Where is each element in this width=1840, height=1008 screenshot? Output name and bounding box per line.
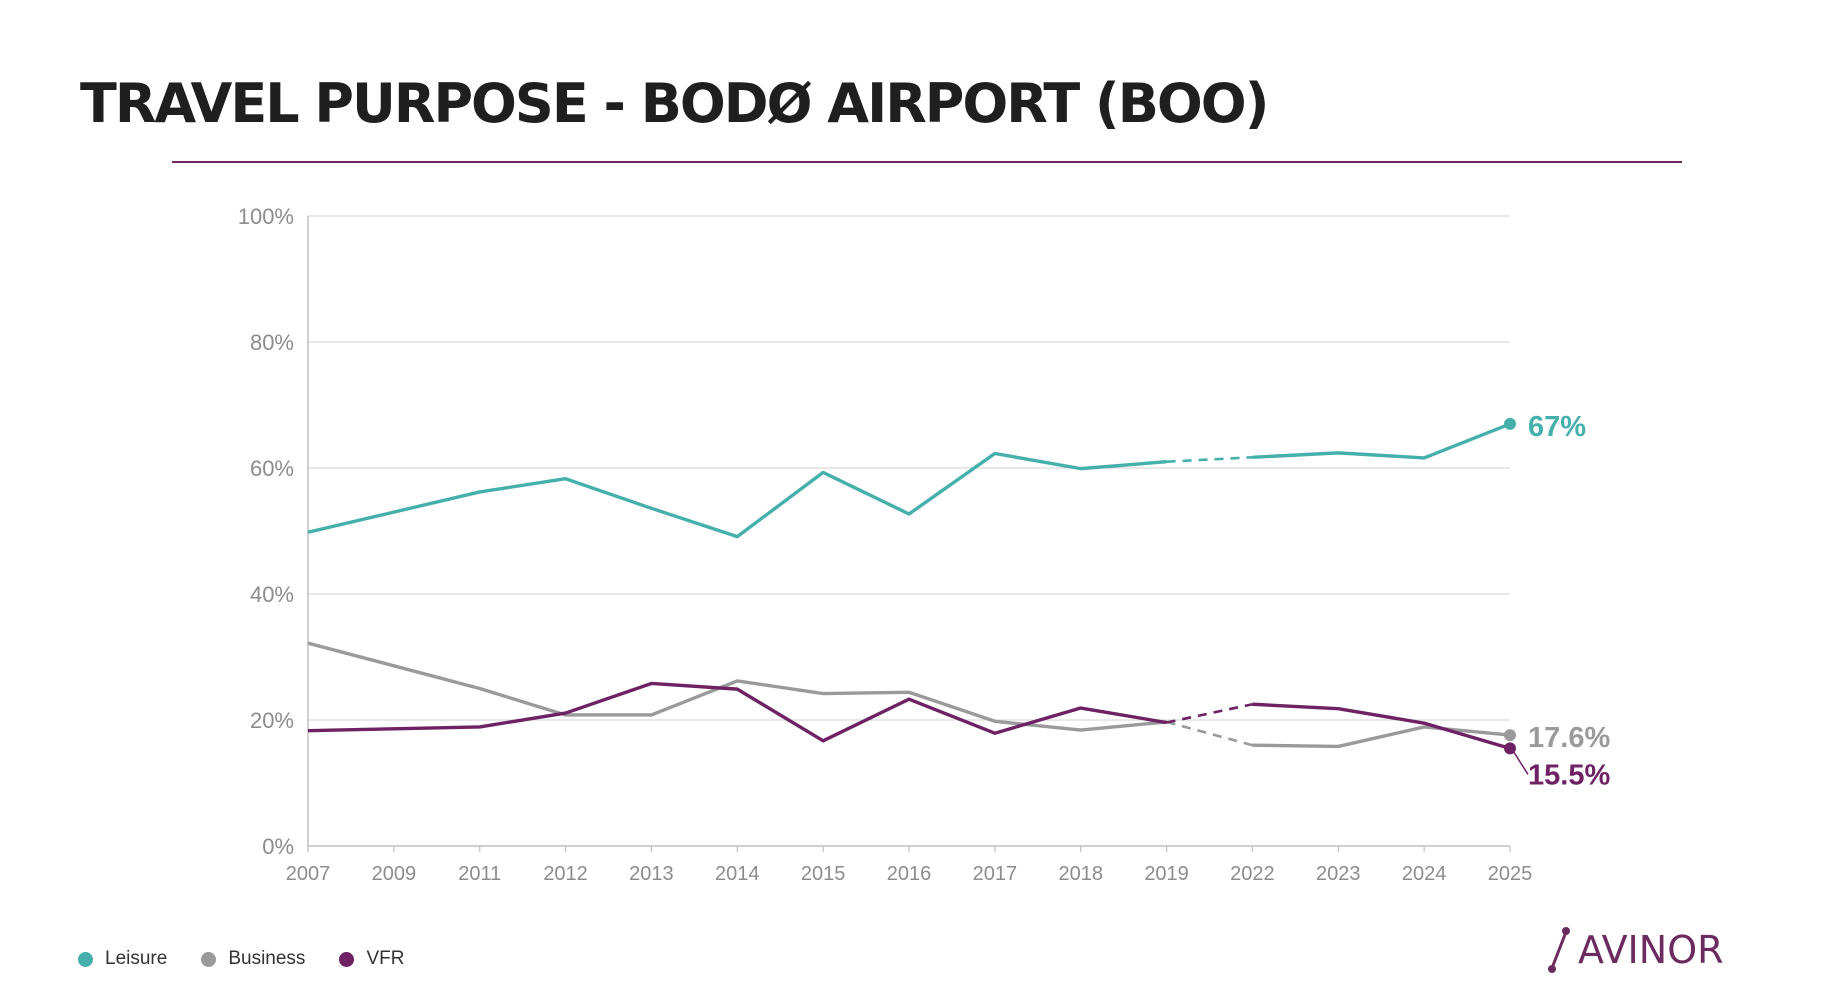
x-tick-label: 2022	[1230, 863, 1275, 885]
legend-item-vfr: VFR	[339, 948, 404, 970]
x-tick-label: 2016	[887, 863, 932, 885]
avinor-logo-mark-icon	[1548, 927, 1570, 973]
legend-swatch	[339, 951, 355, 967]
end-label-leader	[1513, 751, 1529, 775]
series-end-point-business	[1504, 729, 1516, 742]
y-tick-label: 0%	[262, 834, 294, 859]
title-divider	[172, 161, 1682, 163]
legend-label: VFR	[366, 948, 405, 969]
y-tick-label: 80%	[250, 330, 294, 355]
legend-item-leisure: Leisure	[78, 948, 167, 970]
series-line-business	[307, 641, 1167, 732]
legend-swatch	[78, 951, 93, 967]
x-tick-label: 2017	[973, 863, 1018, 885]
legend-swatch	[201, 951, 217, 967]
x-tick-label: 2019	[1144, 863, 1189, 885]
legend-item-business: Business	[201, 948, 305, 970]
legend-label: Business	[228, 948, 306, 969]
avinor-logo-text: AVINOR	[1578, 928, 1724, 972]
series-line-business	[1252, 725, 1511, 749]
x-tick-label: 2025	[1488, 863, 1533, 885]
series-line-leisure	[307, 451, 1167, 539]
series-end-point-vfr	[1504, 742, 1516, 755]
y-tick-label: 100%	[238, 204, 294, 229]
chart-legend: Leisure Business VFR	[78, 948, 438, 970]
series-end-label-business: 17.6%	[1528, 722, 1610, 754]
x-tick-label: 2009	[372, 863, 417, 885]
y-tick-label: 60%	[250, 456, 294, 481]
y-tick-label: 40%	[250, 582, 294, 607]
series-dashed-segment-business	[1166, 720, 1253, 747]
x-tick-label: 2011	[458, 863, 501, 885]
y-tick-label: 20%	[250, 708, 294, 733]
x-tick-label: 2018	[1058, 863, 1103, 885]
series-end-label-leisure: 67%	[1528, 411, 1586, 443]
page-title: TRAVEL PURPOSE - BODØ AIRPORT (BOO)	[80, 72, 1269, 135]
series-end-label-vfr: 15.5%	[1528, 759, 1610, 791]
series-line-vfr	[1252, 702, 1511, 750]
avinor-logo: AVINOR	[1542, 922, 1732, 978]
x-tick-label: 2007	[286, 863, 331, 885]
series-line-leisure	[1252, 422, 1511, 460]
x-tick-label: 2024	[1402, 863, 1447, 885]
x-tick-label: 2012	[543, 863, 588, 885]
legend-label: Leisure	[105, 948, 168, 969]
x-tick-label: 2014	[715, 863, 760, 885]
x-tick-label: 2015	[801, 863, 846, 885]
series-dashed-segment-leisure	[1166, 455, 1253, 463]
x-tick-label: 2023	[1316, 863, 1361, 885]
series-line-vfr	[307, 681, 1167, 743]
series-end-point-leisure	[1504, 417, 1516, 430]
x-tick-label: 2013	[629, 863, 674, 885]
